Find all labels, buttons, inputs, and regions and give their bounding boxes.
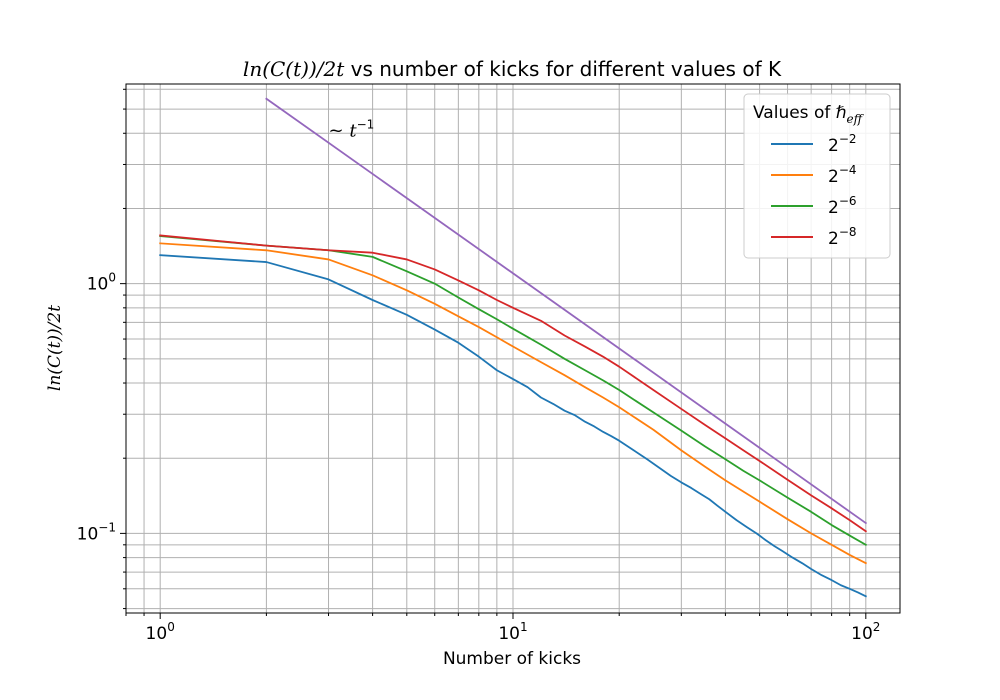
legend-label: 2−2 (828, 132, 857, 156)
legend-label: 2−8 (828, 225, 857, 249)
series-line-0 (159, 254, 868, 598)
title-math: ln(C(t))/2t (243, 57, 345, 81)
series-line-3 (159, 234, 868, 533)
x-tick-label: 102 (851, 620, 880, 644)
title-text: vs number of kicks for different values … (344, 57, 782, 81)
legend: Values of ℏeff 2−2 2−4 2−6 2−8 (743, 93, 891, 259)
annotation-var: t (349, 121, 357, 142)
x-axis-label: Number of kicks (443, 649, 581, 669)
legend-title-text: Values of ℏ (753, 103, 847, 123)
y-tick-label: 10−1 (77, 520, 116, 544)
chart-title: ln(C(t))/2t vs number of kicks for diffe… (243, 57, 782, 81)
x-tick-label: 100 (146, 620, 175, 644)
legend-title: Values of ℏeff (753, 103, 865, 126)
legend-entries: 2−2 2−4 2−6 2−8 (771, 132, 857, 249)
legend-label: 2−4 (828, 163, 857, 187)
annotation-exp: −1 (357, 118, 375, 132)
legend-title-sub: eff (847, 112, 865, 126)
y-tick-label: 100 (87, 271, 116, 295)
legend-label: 2−6 (828, 194, 857, 218)
reference-line (265, 97, 868, 525)
x-tick-label: 101 (498, 620, 527, 644)
legend-box (743, 93, 891, 259)
series-lines (159, 97, 868, 598)
series-line-2 (159, 235, 868, 547)
slope-annotation: ~ t−1 (329, 118, 375, 142)
y-axis-label: ln(C(t))/2t (45, 305, 65, 391)
annotation-prefix: ~ (329, 121, 350, 142)
axes: 100 101 102 10−1 100 (77, 88, 880, 644)
series-line-1 (159, 242, 868, 565)
